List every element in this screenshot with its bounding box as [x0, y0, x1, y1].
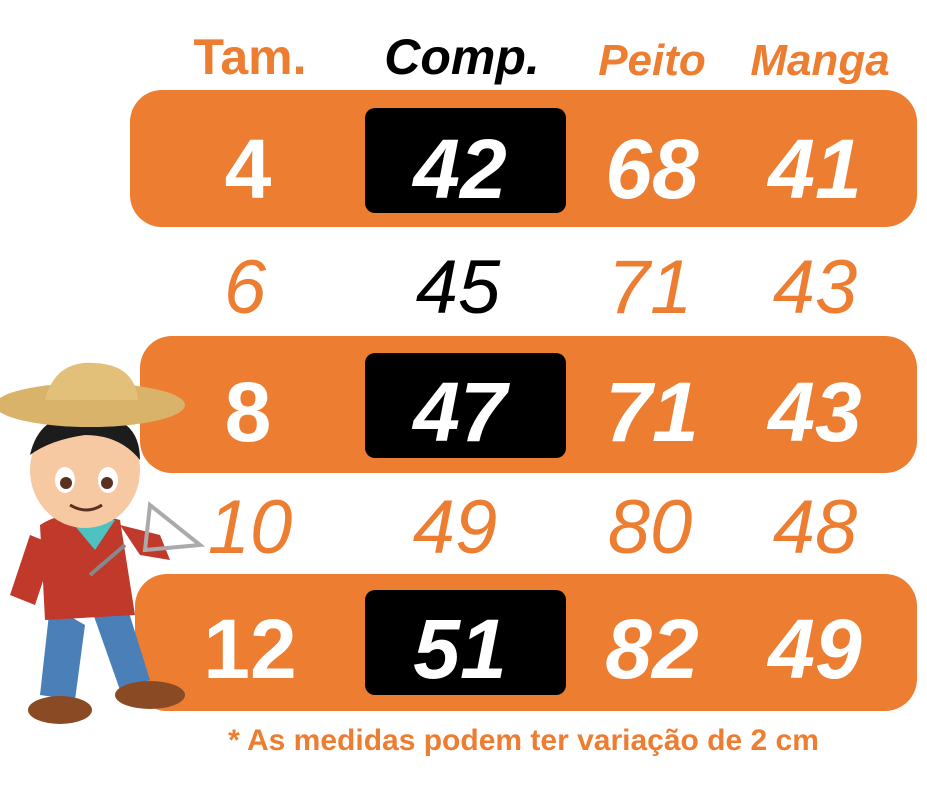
comp-highlight-box — [365, 590, 566, 695]
cell-peito: 71 — [605, 365, 699, 459]
cell-comp: 45 — [415, 245, 501, 330]
cell-manga: 43 — [768, 365, 862, 459]
cell-manga: 48 — [772, 485, 858, 570]
cell-manga: 43 — [772, 245, 858, 330]
header-peito: Peito — [598, 36, 706, 85]
cell-tam: 10 — [207, 485, 293, 570]
comp-highlight-box — [365, 108, 566, 213]
comp-highlight-box — [365, 353, 566, 458]
header-comp: Comp. — [384, 29, 540, 85]
cell-manga: 41 — [768, 122, 862, 216]
cell-peito: 68 — [605, 122, 699, 216]
cell-peito: 71 — [607, 245, 693, 330]
cell-manga: 49 — [768, 602, 862, 696]
cell-comp: 42 — [413, 122, 507, 216]
cell-comp: 49 — [412, 485, 498, 570]
cell-tam: 8 — [224, 365, 272, 459]
cell-peito: 82 — [605, 602, 699, 696]
cell-tam: 6 — [223, 245, 267, 330]
header-manga: Manga — [750, 36, 890, 85]
cartoon-boy-illustration — [0, 362, 206, 724]
measurement-note: * As medidas podem ter variação de 2 cm — [228, 724, 819, 757]
cell-tam: 4 — [224, 122, 272, 216]
cell-comp: 51 — [413, 602, 507, 696]
cell-peito: 80 — [607, 485, 693, 570]
cell-comp: 47 — [413, 365, 507, 459]
header-tam: Tam. — [193, 29, 307, 85]
cell-tam: 12 — [203, 602, 297, 696]
